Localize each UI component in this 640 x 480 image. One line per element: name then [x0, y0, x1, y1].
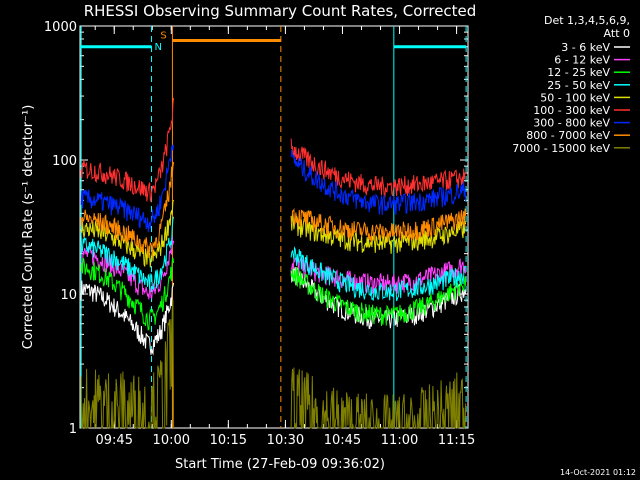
series-line-12-25kev [290, 267, 467, 326]
series-line-3-6kev [290, 264, 467, 330]
y-tick-label: 10 [60, 288, 77, 303]
footer-timestamp: 14-Oct-2021 01:12 [560, 468, 636, 477]
y-tick-label: 1 [69, 422, 77, 437]
legend-label: 3 - 6 keV [561, 41, 610, 54]
flags-layer: NS [80, 30, 467, 53]
series-line-800-7000kev [290, 207, 467, 243]
series-line-3-6kev [80, 280, 175, 356]
series-line-50-100kev [290, 213, 467, 254]
tick-labels: 1 10 100 1000 09:45 10:00 10:15 10:30 10:45 11:00… [44, 20, 475, 448]
y-tick-label: 1000 [44, 20, 77, 35]
series-line-7000-15000kev [290, 367, 467, 430]
series-line-300-800kev [80, 144, 175, 233]
series-line-300-800kev [290, 149, 467, 216]
legend-label: 7000 - 15000 keV [512, 142, 610, 155]
legend-header-line-2: Att 0 [604, 27, 630, 40]
series-line-7000-15000kev [80, 299, 175, 430]
series-line-25-50kev [290, 245, 466, 302]
x-tick-label: 10:00 [153, 433, 190, 448]
x-tick-label: 10:15 [210, 433, 247, 448]
flag-label: S [160, 30, 166, 41]
series-line-25-50kev [80, 216, 175, 291]
flag-label: N [155, 42, 162, 53]
x-tick-label: 11:00 [381, 433, 418, 448]
y-axis-label: Corrected Count Rate (s⁻¹ detector⁻¹) [21, 105, 36, 350]
legend-label: 12 - 25 keV [547, 66, 610, 79]
legend-header-line-1: Det 1,3,4,5,6,9, [544, 14, 630, 27]
x-tick-label: 11:15 [438, 433, 475, 448]
y-tick-label: 100 [52, 154, 77, 169]
plot-frame [79, 25, 469, 429]
x-tick-label: 09:45 [96, 433, 133, 448]
legend-label: 800 - 7000 keV [526, 129, 610, 142]
series-line-100-300kev [290, 138, 466, 198]
legend-label: 100 - 300 keV [533, 104, 610, 117]
chart-title: RHESSI Observing Summary Count Rates, Co… [84, 2, 477, 20]
legend-label: 300 - 800 keV [533, 117, 610, 130]
series-line-100-300kev [80, 97, 175, 204]
legend-label: 6 - 12 keV [554, 54, 610, 67]
series-line-6-12kev [290, 257, 467, 294]
legend-label: 50 - 100 keV [540, 91, 610, 104]
series-line-12-25kev [80, 257, 175, 331]
x-axis-label: Start Time (27-Feb-09 09:36:02) [175, 457, 385, 472]
series-line-50-100kev [80, 199, 175, 268]
series-line-800-7000kev [80, 162, 175, 259]
x-tick-label: 10:30 [267, 433, 304, 448]
x-tick-label: 10:45 [324, 433, 361, 448]
series-layer [80, 97, 467, 430]
legend-label: 25 - 50 keV [547, 79, 610, 92]
